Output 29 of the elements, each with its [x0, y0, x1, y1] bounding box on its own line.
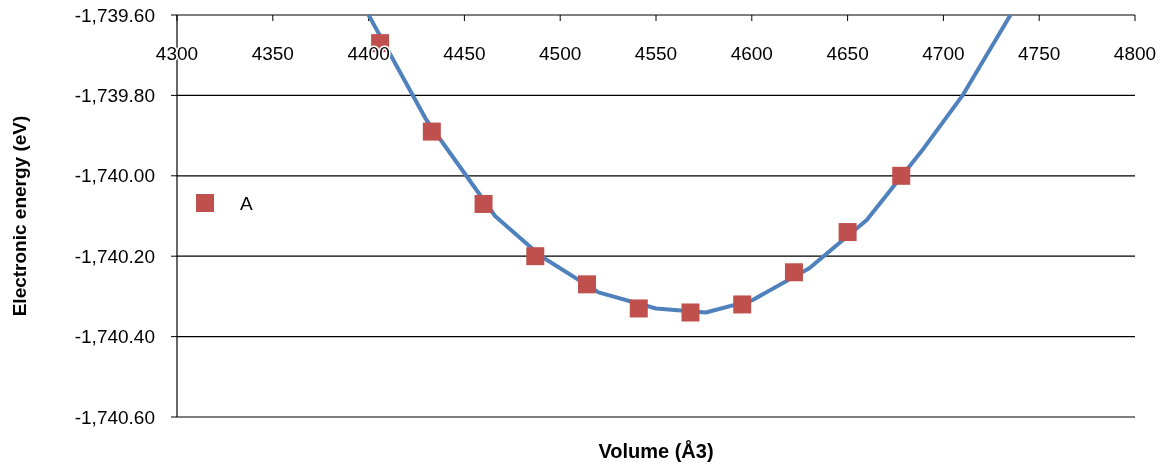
x-tick-label: 4650	[826, 43, 869, 64]
point	[733, 295, 752, 314]
x-tick-label: 4550	[634, 43, 678, 64]
y-tick-label: -1,740.60	[74, 406, 155, 428]
legend-label: A	[240, 192, 253, 214]
x-tick-label: 4350	[251, 43, 294, 64]
x-tick-label: 4400	[347, 43, 390, 64]
point	[629, 299, 648, 318]
x-tick-label: 4500	[539, 43, 582, 64]
y-axis-title: Electronic energy (eV)	[9, 115, 30, 317]
point	[422, 122, 441, 141]
point	[681, 303, 700, 322]
y-tick-label: -1,740.20	[74, 245, 155, 267]
x-tick-label: 4800	[1113, 43, 1157, 64]
x-tick-label: 4700	[922, 43, 965, 64]
y-tick-label: -1,739.60	[74, 4, 155, 26]
point	[474, 194, 493, 213]
point	[578, 275, 597, 294]
x-tick-label: 4600	[730, 43, 773, 64]
x-tick-label: 4450	[443, 43, 486, 64]
y-tick-label: -1,740.40	[74, 326, 155, 348]
x-axis-title: Volume (Å3)	[598, 439, 714, 462]
point	[526, 247, 545, 266]
y-tick-label: -1,739.80	[74, 85, 155, 107]
point	[892, 166, 911, 185]
y-tick-label: -1,740.00	[74, 165, 155, 187]
x-tick-label: 4750	[1018, 43, 1061, 64]
point	[784, 263, 803, 282]
point	[838, 223, 857, 242]
